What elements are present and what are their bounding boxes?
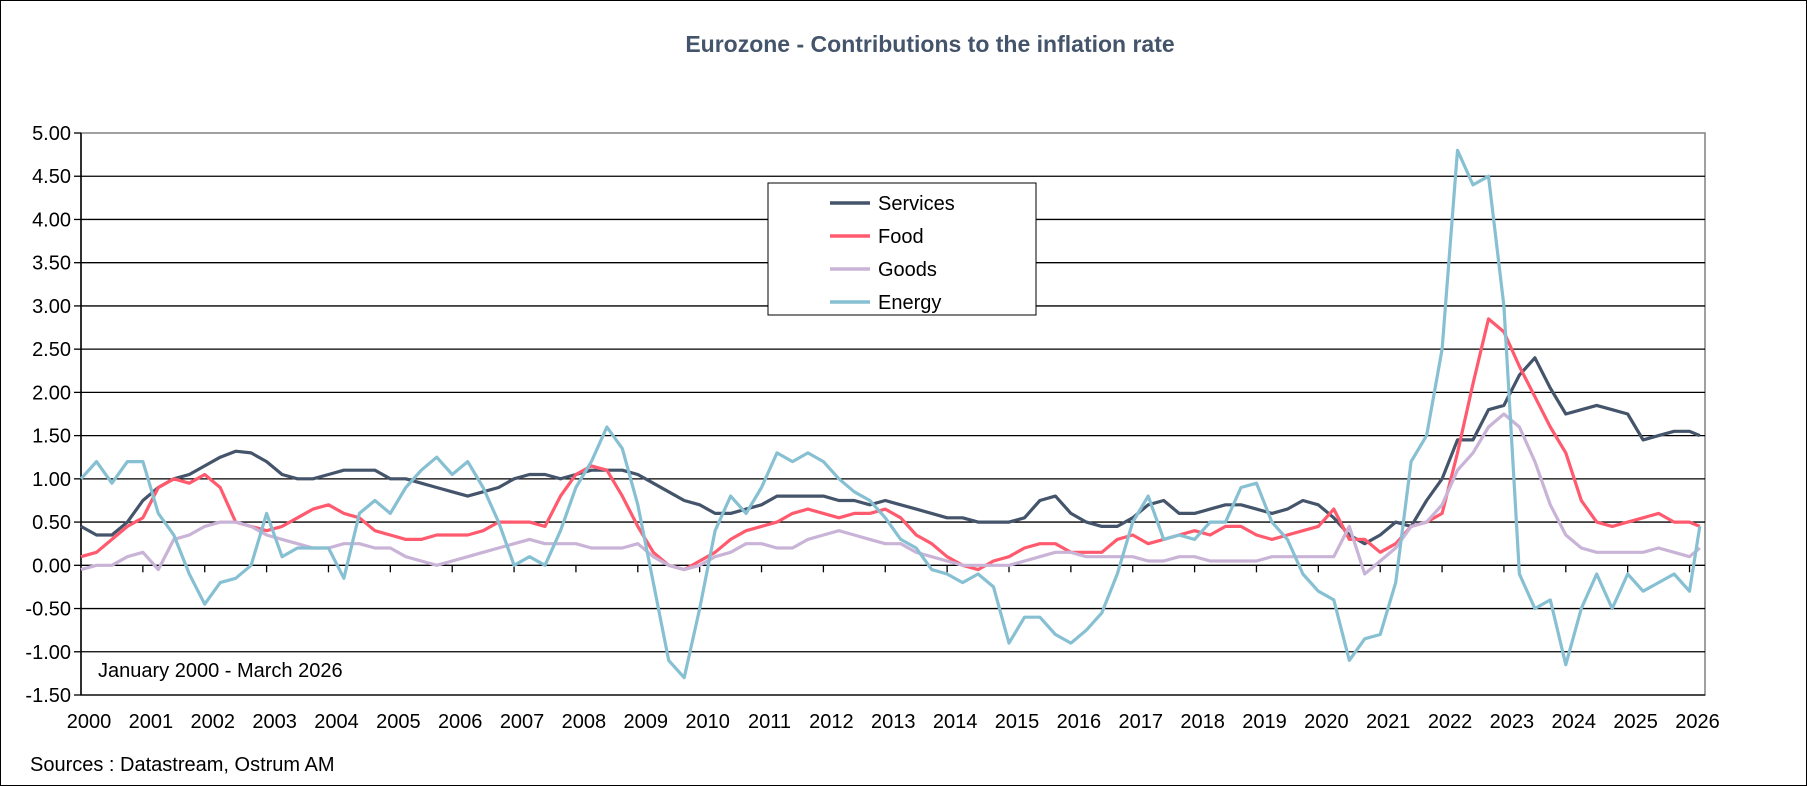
x-tick-label: 2006	[438, 711, 483, 733]
legend-label-services: Services	[878, 193, 955, 215]
chart-title: Eurozone - Contributions to the inflatio…	[685, 31, 1174, 57]
x-tick-label: 2024	[1552, 711, 1597, 733]
x-tick-label: 2010	[685, 711, 730, 733]
x-tick-label: 2012	[809, 711, 854, 733]
y-tick-label: 5.00	[32, 123, 71, 145]
y-tick-label: 2.00	[32, 382, 71, 404]
x-tick-label: 2003	[252, 711, 297, 733]
x-tick-label: 2022	[1428, 711, 1473, 733]
period-note: January 2000 - March 2026	[98, 660, 343, 682]
x-tick-label: 2026	[1675, 711, 1720, 733]
source-note: Sources : Datastream, Ostrum AM	[30, 754, 335, 776]
x-tick-label: 2009	[624, 711, 669, 733]
x-tick-label: 2023	[1490, 711, 1535, 733]
legend-label-energy: Energy	[878, 292, 941, 314]
x-tick-label: 2013	[871, 711, 916, 733]
series-line-energy	[79, 148, 1702, 680]
y-tick-label: 3.00	[32, 296, 71, 318]
y-tick-label: -1.50	[25, 685, 71, 707]
y-tick-label: 4.50	[32, 166, 71, 188]
x-tick-label: 2011	[748, 711, 791, 733]
series-line-goods	[80, 412, 1701, 576]
y-tick-label: -0.50	[25, 599, 71, 621]
x-tick-label: 2001	[129, 711, 174, 733]
legend: Services Food Goods Energy	[767, 182, 1037, 316]
x-tick-label: 2025	[1613, 711, 1658, 733]
y-tick-label: 0.50	[32, 512, 71, 534]
x-tick-label: 2018	[1180, 711, 1225, 733]
legend-label-goods: Goods	[878, 259, 937, 281]
x-tick-label: 2019	[1242, 711, 1287, 733]
y-tick-label: 1.50	[32, 426, 71, 448]
x-tick-label: 2017	[1118, 711, 1163, 733]
y-tick-label: 0.00	[32, 555, 71, 577]
x-tick-label: 2020	[1304, 711, 1349, 733]
y-tick-label: 2.50	[32, 339, 71, 361]
x-tick-label: 2004	[314, 711, 359, 733]
y-tick-label: 3.50	[32, 253, 71, 275]
y-tick-label: 1.00	[32, 469, 71, 491]
legend-label-food: Food	[878, 226, 924, 248]
series-line-services	[80, 356, 1701, 546]
x-tick-label: 2014	[933, 711, 978, 733]
x-tick-label: 2005	[376, 711, 421, 733]
x-tick-label: 2007	[500, 711, 545, 733]
x-tick-label: 2008	[562, 711, 607, 733]
x-tick-label: 2015	[995, 711, 1040, 733]
x-tick-label: 2016	[1057, 711, 1102, 733]
y-tick-label: -1.00	[25, 642, 71, 664]
series-line-food	[80, 317, 1701, 572]
x-tick-label: 2002	[190, 711, 235, 733]
x-tick-label: 2000	[67, 711, 112, 733]
y-tick-label: 4.00	[32, 209, 71, 231]
x-tick-label: 2021	[1366, 711, 1411, 733]
